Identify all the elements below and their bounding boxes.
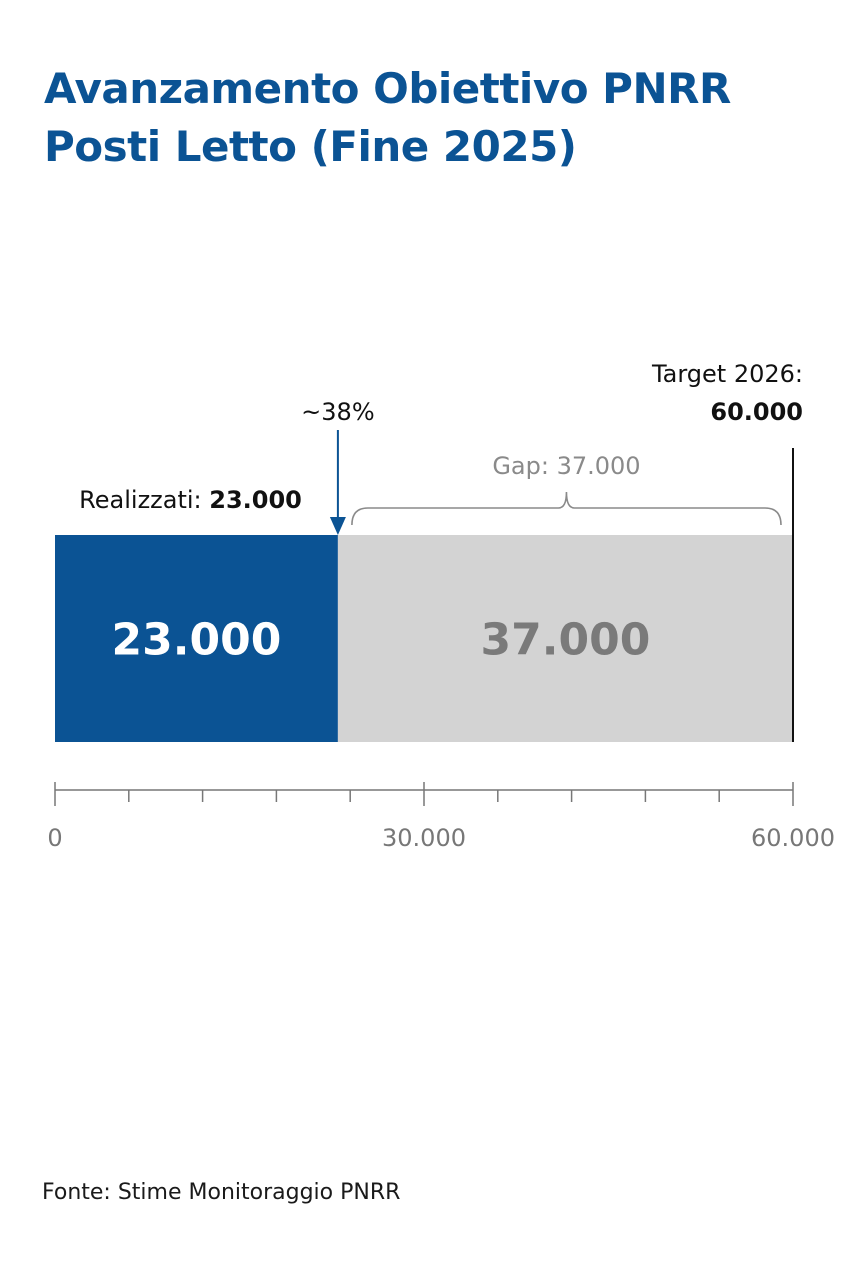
x-axis: 0 30.000 60.000	[47, 782, 835, 852]
chart-title: Avanzamento Obiettivo PNRR Posti Letto (…	[44, 60, 824, 176]
bar-gap	[337, 535, 793, 742]
bar-achieved	[55, 535, 338, 742]
x-axis-tick-label: 60.000	[751, 824, 835, 852]
percent-label: ~38%	[301, 398, 374, 426]
bar-achieved-label: 23.000	[112, 615, 282, 666]
x-axis-tick-label: 0	[47, 824, 62, 852]
achieved-annotation: Realizzati: 23.000	[79, 486, 302, 514]
achieved-annotation-prefix: Realizzati:	[79, 486, 209, 514]
gap-brace	[351, 491, 782, 526]
achieved-annotation-value: 23.000	[209, 486, 302, 514]
target-label: Target 2026:	[651, 360, 803, 388]
gap-label: Gap: 37.000	[492, 452, 640, 480]
chart-title-line-1: Avanzamento Obiettivo PNRR	[44, 64, 731, 113]
percent-marker-arrow	[329, 517, 346, 535]
bar-gap-label: 37.000	[481, 615, 651, 666]
source-note: Fonte: Stime Monitoraggio PNRR	[42, 1180, 401, 1205]
target-value: 60.000	[710, 398, 803, 426]
x-axis-tick-label: 30.000	[382, 824, 466, 852]
chart-title-line-2: Posti Letto (Fine 2025)	[44, 122, 577, 171]
